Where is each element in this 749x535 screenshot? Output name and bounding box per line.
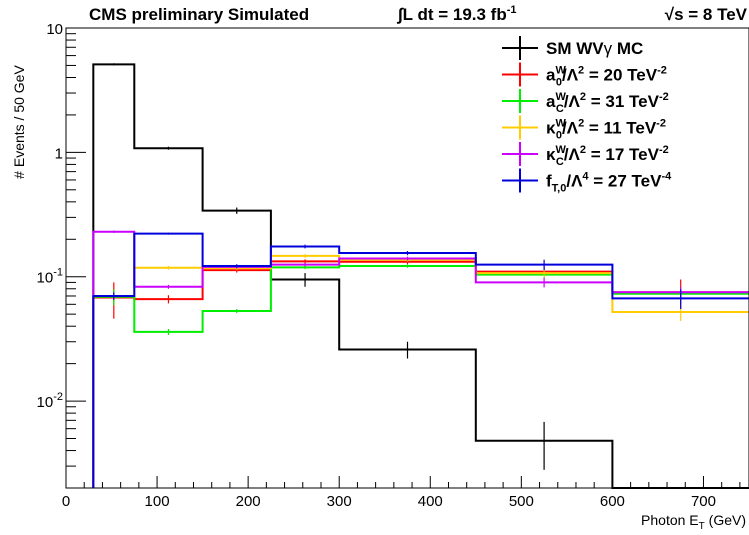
x-axis: 0 100 200 300 400 500 600 700: [62, 476, 741, 510]
series-line: [92, 230, 749, 488]
y-tick-label: 1: [55, 145, 63, 162]
y-tick-label: 10-2: [37, 391, 63, 411]
legend: SM WVγ MC aW 0/Λ2 = 20 TeV-2aW C/Λ2 = 31 Te…: [502, 36, 672, 195]
y-tick-label: 10-1: [37, 267, 63, 287]
legend-entry: aW C/Λ2 = 31 TeV-2: [502, 89, 669, 115]
plot-frame: [65, 27, 749, 489]
series-5: [92, 232, 749, 488]
x-tick-label: 500: [509, 493, 534, 510]
chart-title: CMS preliminary Simulated: [89, 5, 309, 24]
plot-area: 0 100 200 300 400 500 600 700 10-2 10-1 1 10: [37, 21, 749, 510]
series-3: [92, 254, 749, 488]
legend-entry: SM WVγ MC: [502, 36, 643, 60]
x-tick-label: 100: [145, 493, 170, 510]
x-tick-label: 300: [327, 493, 352, 510]
y-tick-label: 10: [46, 21, 63, 38]
x-tick-label: 200: [236, 493, 261, 510]
x-tick-label: 700: [691, 493, 716, 510]
legend-label: κW 0/Λ2 = 11 TeV-2: [546, 118, 666, 142]
series-4: [92, 230, 749, 488]
legend-entry: fT,0/Λ4 = 27 TeV-4: [502, 168, 672, 195]
series-line: [92, 254, 749, 488]
x-tick-label: 600: [600, 493, 625, 510]
y-axis: 10-2 10-1 1 10: [37, 21, 86, 489]
legend-label: fT,0/Λ4 = 27 TeV-4: [546, 171, 672, 195]
y-axis-label: # Events / 50 GeV: [11, 65, 27, 179]
x-tick-label: 400: [418, 493, 443, 510]
legend-entry: κW 0/Λ2 = 11 TeV-2: [502, 115, 666, 142]
x-tick-label: 0: [62, 493, 70, 510]
series-line: [92, 260, 749, 488]
x-axis-label: Photon ET (GeV): [641, 512, 746, 532]
luminosity-label: ∫L dt = 19.3 fb-1: [396, 4, 517, 24]
legend-label: aW 0/Λ2 = 20 TeV-2: [546, 65, 667, 89]
legend-entry: κW C/Λ2 = 17 TeV-2: [502, 142, 669, 168]
legend-entry: aW 0/Λ2 = 20 TeV-2: [502, 62, 667, 89]
energy-label: √s = 8 TeV: [665, 5, 748, 24]
series-line: [92, 232, 749, 488]
legend-label: κW C/Λ2 = 17 TeV-2: [546, 144, 669, 168]
legend-label: SM WVγ MC: [546, 39, 643, 58]
legend-label: aW C/Λ2 = 31 TeV-2: [546, 91, 669, 115]
